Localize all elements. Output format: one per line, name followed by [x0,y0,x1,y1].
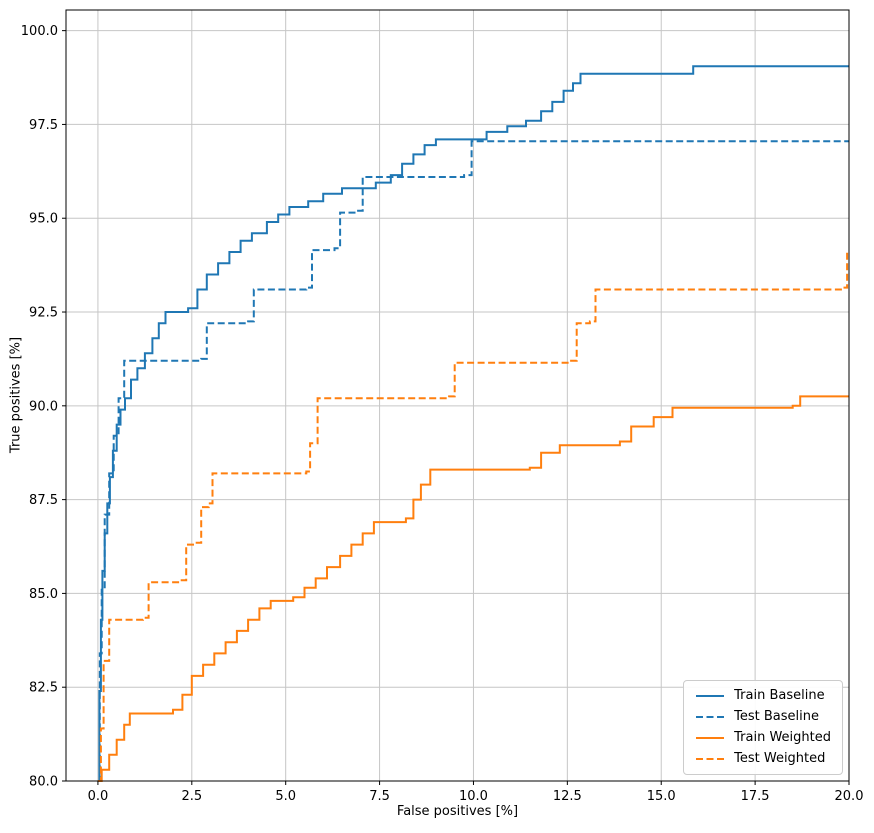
y-tick-label: 87.5 [29,493,58,508]
x-tick-label: 5.0 [275,789,296,804]
legend-item-test-weighted: Test Weighted [695,752,831,766]
x-tick-label: 12.5 [553,789,582,804]
x-tick-label: 17.5 [741,789,770,804]
y-tick-label: 82.5 [29,681,58,696]
legend-item-train-weighted: Train Weighted [695,731,831,745]
axes-spines [65,9,850,782]
x-tick-label: 2.5 [181,789,202,804]
legend-item-test-baseline: Test Baseline [695,710,831,724]
y-tick-label: 90.0 [29,399,58,414]
legend-label: Test Weighted [734,751,826,766]
y-axis-label: True positives [%] [8,336,24,454]
legend-line-sample [696,737,725,739]
x-tick-label: 7.5 [369,789,390,804]
legend-line-sample [696,716,725,718]
legend-label: Test Baseline [734,709,819,724]
series-line-test-weighted [97,251,849,782]
legend-line-sample [696,695,725,697]
x-tick-label: 10.0 [459,789,488,804]
y-tick-label: 95.0 [29,212,58,227]
x-tick-label: 0.0 [88,789,109,804]
legend-line-sample [696,758,725,760]
legend: Train Baseline Test Baseline Train Weighte… [683,680,843,775]
x-tick-label: 20.0 [835,789,864,804]
series-line-test-baseline [97,140,849,782]
legend-label: Train Baseline [734,688,825,703]
y-tick-label: 85.0 [29,587,58,602]
series-line-train-weighted [97,395,849,782]
y-tick-label: 97.5 [29,118,58,133]
y-tick-label: 80.0 [29,775,58,790]
legend-item-train-baseline: Train Baseline [695,689,831,703]
x-axis-label: False positives [%] [396,804,519,819]
legend-label: Train Weighted [734,730,831,745]
series-line-train-baseline [97,65,849,782]
y-tick-label: 92.5 [29,306,58,321]
y-tick-label: 100.0 [21,24,58,39]
x-tick-label: 15.0 [647,789,676,804]
